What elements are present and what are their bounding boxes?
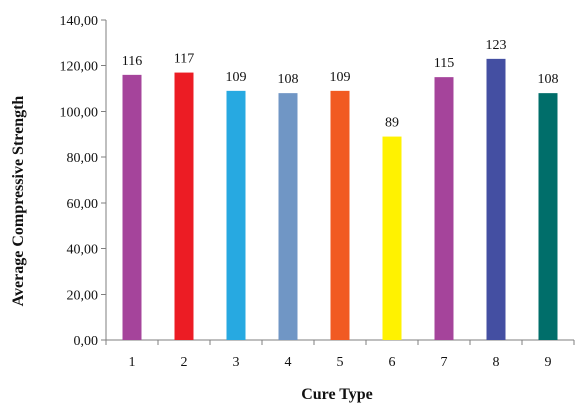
x-axis: 1 2 3 4 5 6 7 8 9 bbox=[105, 339, 575, 370]
data-labels: 116 117 109 108 109 89 115 123 108 bbox=[122, 38, 559, 131]
bar-2 bbox=[174, 72, 194, 341]
data-label-2: 117 bbox=[174, 52, 194, 67]
x-tick-label-6: 6 bbox=[389, 355, 396, 370]
y-tick-label: 20,00 bbox=[67, 288, 99, 303]
bar-4 bbox=[278, 93, 298, 341]
bar-3 bbox=[226, 90, 246, 340]
data-label-8: 123 bbox=[486, 38, 507, 53]
x-tick-label-5: 5 bbox=[337, 355, 344, 370]
data-label-7: 115 bbox=[434, 56, 454, 71]
y-tick-label: 0,00 bbox=[74, 334, 99, 349]
data-label-5: 109 bbox=[330, 70, 351, 85]
data-label-3: 109 bbox=[226, 70, 247, 85]
y-tick-label: 80,00 bbox=[67, 151, 99, 166]
data-label-1: 116 bbox=[122, 54, 142, 69]
x-tick-label-1: 1 bbox=[129, 355, 136, 370]
bars bbox=[122, 58, 558, 341]
bar-9 bbox=[538, 93, 558, 341]
data-label-4: 108 bbox=[278, 72, 299, 87]
x-tick-label-2: 2 bbox=[181, 355, 188, 370]
y-tick-label: 40,00 bbox=[67, 243, 99, 258]
x-tick-label-4: 4 bbox=[285, 355, 292, 370]
data-label-6: 89 bbox=[385, 116, 399, 131]
bar-8 bbox=[486, 58, 506, 340]
bar-5 bbox=[330, 90, 350, 340]
x-tick-label-8: 8 bbox=[493, 355, 500, 370]
y-axis-title: Average Compressive Strength bbox=[10, 96, 27, 307]
y-tick-label: 140,00 bbox=[60, 14, 99, 29]
x-tick-label-7: 7 bbox=[441, 355, 448, 370]
y-axis: 0,00 20,00 40,00 60,00 80,00 100,00 120,00 140,… bbox=[60, 14, 107, 349]
x-tick-label-3: 3 bbox=[233, 355, 240, 370]
y-tick-label: 100,00 bbox=[60, 105, 99, 120]
bar-6 bbox=[382, 136, 402, 340]
x-tick-label-9: 9 bbox=[545, 355, 552, 370]
bar-7 bbox=[434, 77, 454, 341]
data-label-9: 108 bbox=[538, 72, 559, 87]
y-tick-label: 120,00 bbox=[60, 60, 99, 75]
y-tick-label: 60,00 bbox=[67, 197, 99, 212]
bar-1 bbox=[122, 74, 142, 340]
x-axis-title: Cure Type bbox=[301, 386, 373, 403]
